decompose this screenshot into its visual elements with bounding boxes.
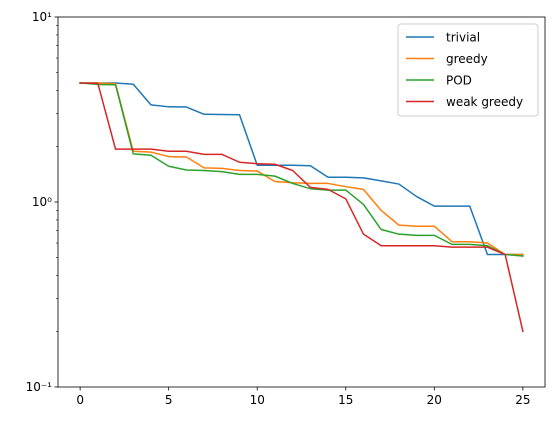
- y-tick-label: 10⁻¹: [26, 380, 53, 394]
- series-line-weak-greedy: [79, 82, 524, 333]
- x-tick-label: 10: [250, 393, 265, 407]
- legend-label-greedy: greedy: [446, 52, 488, 66]
- legend-label-pod: POD: [446, 74, 472, 88]
- series-layer: [79, 82, 524, 333]
- legend-label-trivial: trivial: [446, 31, 480, 45]
- axes-layer: 0 5 10 15 20 25 10⁻¹ 10⁰ 10¹: [26, 10, 546, 407]
- x-tick-label: 5: [165, 393, 173, 407]
- x-tick-label: 15: [338, 393, 353, 407]
- x-tick-label: 20: [427, 393, 442, 407]
- x-tick-label: 25: [515, 393, 530, 407]
- legend: trivial greedy POD weak greedy: [397, 23, 539, 117]
- y-tick-label: 10¹: [32, 10, 52, 24]
- x-tick-label: 0: [76, 393, 84, 407]
- legend-box: [397, 23, 539, 117]
- legend-label-weak-greedy: weak greedy: [446, 95, 523, 109]
- series-line-trivial: [79, 82, 524, 256]
- series-line-greedy: [79, 82, 524, 256]
- y-tick-label: 10⁰: [32, 195, 52, 209]
- series-line-pod: [79, 82, 524, 257]
